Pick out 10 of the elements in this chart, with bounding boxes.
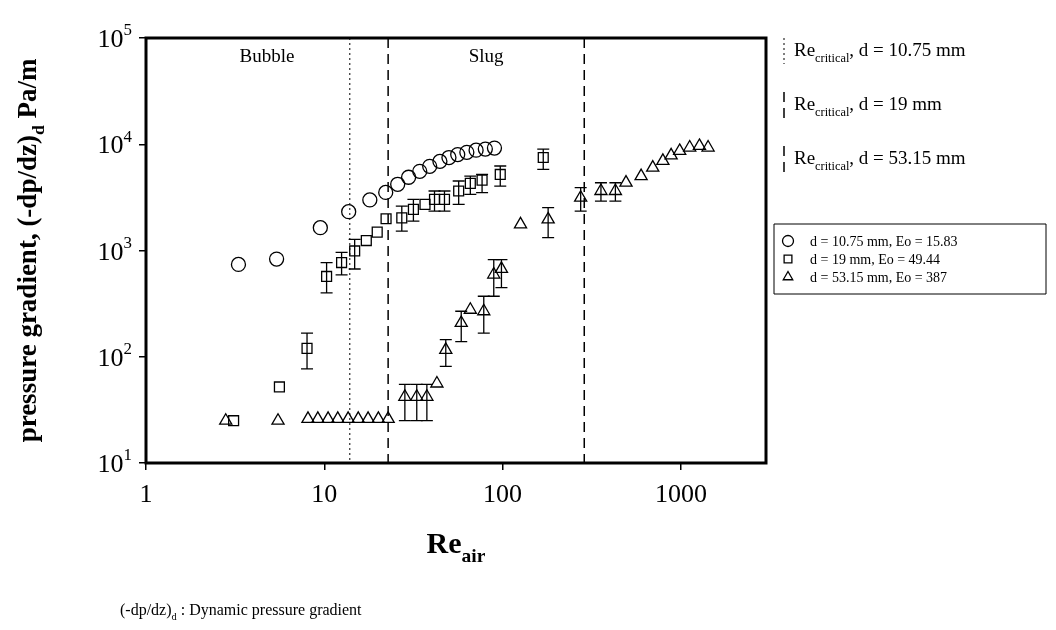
annotation: Slug [468,45,505,66]
x-tick-label: 100 [483,479,523,509]
legend-label: d = 10.75 mm, Eo = 15.83 [810,234,958,249]
legend-label: d = 19 mm, Eo = 49.44 [810,252,941,267]
y-axis-title: pressure gradient, (-dp/dz)d Pa/m [12,58,49,443]
x-tick-label: 1 [139,479,153,509]
x-tick-label: 1000 [654,479,707,509]
annotation: Bubble [239,45,295,66]
legend-label: d = 53.15 mm, Eo = 387 [810,270,948,285]
x-tick-label: 10 [311,479,338,509]
